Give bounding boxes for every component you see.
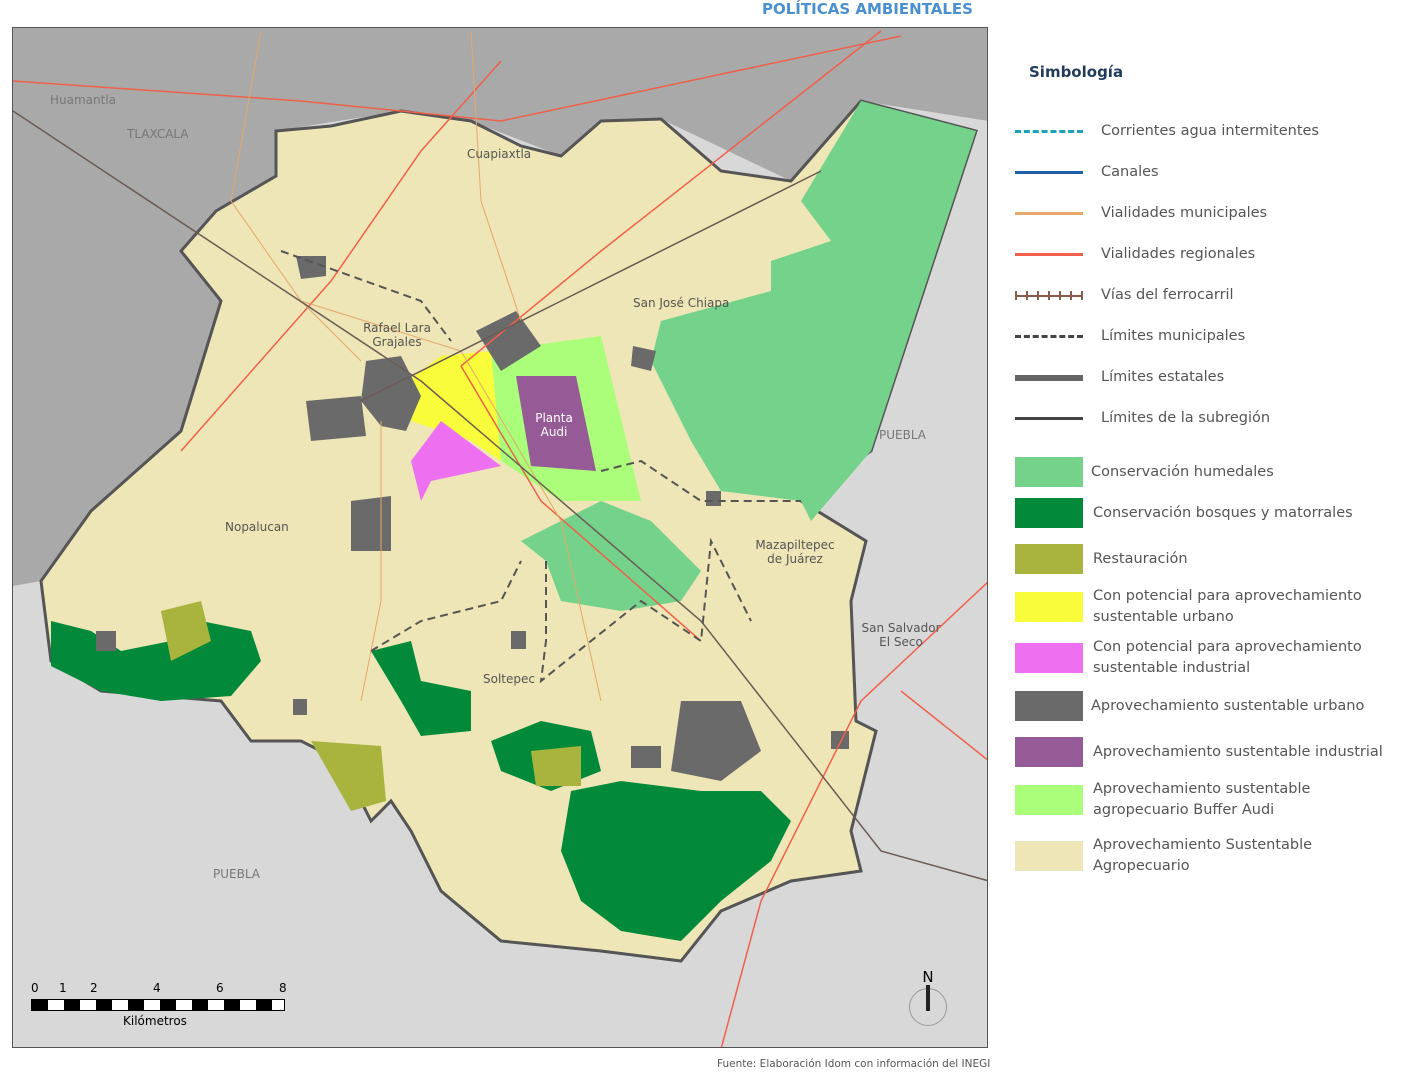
label-san-jose-chiapa: San José Chiapa: [633, 296, 730, 310]
legend-item-municipal-limits: Límites municipales: [1015, 326, 1245, 347]
label-rafael-lara-grajales: Rafael Lara Grajales: [363, 321, 431, 349]
legend-label: Límites municipales: [1101, 328, 1246, 344]
legend-item-urban: Aprovechamiento sustentable urbano: [1015, 691, 1364, 721]
north-arrow: N: [898, 968, 958, 1038]
label-cuapiaxtla: Cuapiaxtla: [467, 147, 532, 161]
north-label: N: [922, 968, 934, 986]
legend-item-humedales: Conservación humedales: [1015, 457, 1274, 487]
legend-label: Límites estatales: [1101, 369, 1225, 385]
legend-item-regional-roads: Vialidades regionales: [1015, 244, 1255, 265]
legend-label: Con potencial para aprovechamiento suste…: [1093, 588, 1362, 625]
planta-audi-area: [516, 376, 596, 471]
forest-area-south: [561, 781, 791, 941]
legend-item-restauracion: Restauración: [1015, 544, 1188, 574]
legend-item-railway: Vías del ferrocarril: [1015, 285, 1234, 306]
legend-label: Conservación humedales: [1091, 463, 1274, 480]
municipal-limits: [280, 250, 801, 684]
legend-item-potential-industrial: Con potencial para aprovechamiento suste…: [1015, 637, 1375, 679]
legend-label: Vías del ferrocarril: [1101, 287, 1234, 303]
scale-bar-graphic: [31, 999, 285, 1011]
tlaxcala-state-area: [13, 28, 987, 586]
legend-item-industrial: Aprovechamiento sustentable industrial: [1015, 737, 1383, 767]
legend-label: Corrientes agua intermitentes: [1101, 123, 1319, 139]
municipal-roads: [230, 30, 602, 702]
scale-tick: 1: [59, 981, 67, 995]
railway-swatch: [1015, 291, 1083, 300]
legend-item-subregion-limits: Límites de la subregión: [1015, 408, 1270, 429]
regional-roads: [13, 30, 987, 1047]
legend-item-bosques: Conservación bosques y matorrales: [1015, 498, 1353, 528]
scale-unit: Kilómetros: [123, 1014, 187, 1028]
legend-label: Canales: [1101, 164, 1159, 180]
line-swatch: [1015, 212, 1083, 215]
legend-item-municipal-roads: Vialidades municipales: [1015, 203, 1267, 224]
color-swatch: [1015, 841, 1083, 871]
legend-item-canals: Canales: [1015, 162, 1159, 183]
line-swatch: [1015, 253, 1083, 256]
scale-bar: 0 1 2 4 6 8 Kilómetros: [31, 981, 301, 1031]
humedales-area-center: [521, 501, 701, 611]
label-soltepec: Soltepec: [483, 672, 535, 686]
line-swatch: [1015, 171, 1083, 174]
color-swatch: [1015, 737, 1083, 767]
color-swatch: [1015, 691, 1083, 721]
restoration-area-1: [311, 741, 386, 811]
label-san-salvador-el-seco: San Salvador El Seco: [861, 621, 941, 649]
color-swatch: [1015, 544, 1083, 574]
north-arrow-icon: [909, 985, 947, 1026]
legend-item-state-limits: Límites estatales: [1015, 367, 1224, 388]
potential-industrial-area: [411, 421, 501, 501]
legend-item-streams: Corrientes agua intermitentes: [1015, 121, 1319, 142]
label-puebla-east: PUEBLA: [879, 428, 927, 442]
map-canvas: [13, 28, 987, 1047]
color-swatch: [1015, 643, 1083, 673]
scale-tick: 2: [90, 981, 98, 995]
label-mazapiltepec: Mazapiltepec de Juárez: [755, 538, 835, 566]
dashed-line-swatch: [1015, 130, 1083, 133]
label-huamantla: Huamantla: [50, 93, 117, 107]
page-title: POLÍTICAS AMBIENTALES: [762, 0, 973, 18]
restoration-area-3: [531, 746, 581, 786]
railway-lines: [13, 110, 987, 882]
color-swatch: [1015, 785, 1083, 815]
label-nopalucan: Nopalucan: [225, 520, 289, 534]
label-planta-audi: Planta Audi: [535, 411, 573, 439]
legend-label: Aprovechamiento sustentable agropecuario…: [1093, 781, 1311, 818]
scale-tick: 6: [216, 981, 224, 995]
legend-label: Restauración: [1093, 550, 1188, 567]
map-panel[interactable]: Huamantla TLAXCALA Cuapiaxtla San José C…: [12, 27, 988, 1048]
legend-label: Límites de la subregión: [1101, 410, 1271, 426]
legend-label: Conservación bosques y matorrales: [1093, 504, 1353, 521]
legend-label: Aprovechamiento Sustentable Agropecuario: [1093, 837, 1313, 874]
source-note: Fuente: Elaboración Idom con información…: [717, 1058, 991, 1070]
legend-label: Vialidades regionales: [1101, 246, 1256, 262]
dashed-line-swatch: [1015, 335, 1083, 338]
color-swatch: [1015, 457, 1083, 487]
legend-label: Aprovechamiento sustentable urbano: [1091, 697, 1365, 714]
humedales-area-east: [651, 101, 976, 521]
legend-label: Con potencial para aprovechamiento suste…: [1093, 639, 1362, 676]
label-puebla-south: PUEBLA: [213, 867, 261, 881]
line-swatch: [1015, 417, 1083, 420]
legend-item-potential-urban: Con potencial para aprovechamiento suste…: [1015, 586, 1375, 628]
label-tlaxcala: TLAXCALA: [127, 127, 189, 141]
legend-item-buffer-audi: Aprovechamiento sustentable agropecuario…: [1015, 779, 1335, 821]
legend-item-agropecuario: Aprovechamiento Sustentable Agropecuario: [1015, 835, 1335, 877]
restoration-area-2: [161, 601, 211, 661]
scale-tick: 0: [31, 981, 39, 995]
line-swatch: [1015, 374, 1083, 381]
legend-label: Vialidades municipales: [1101, 205, 1268, 221]
color-swatch: [1015, 498, 1083, 528]
legend-title: Simbología: [1029, 63, 1124, 81]
color-swatch: [1015, 592, 1083, 622]
forest-area-soltepec: [371, 641, 471, 736]
legend-label: Aprovechamiento sustentable industrial: [1093, 743, 1383, 760]
scale-tick: 4: [153, 981, 161, 995]
scale-tick: 8: [279, 981, 287, 995]
